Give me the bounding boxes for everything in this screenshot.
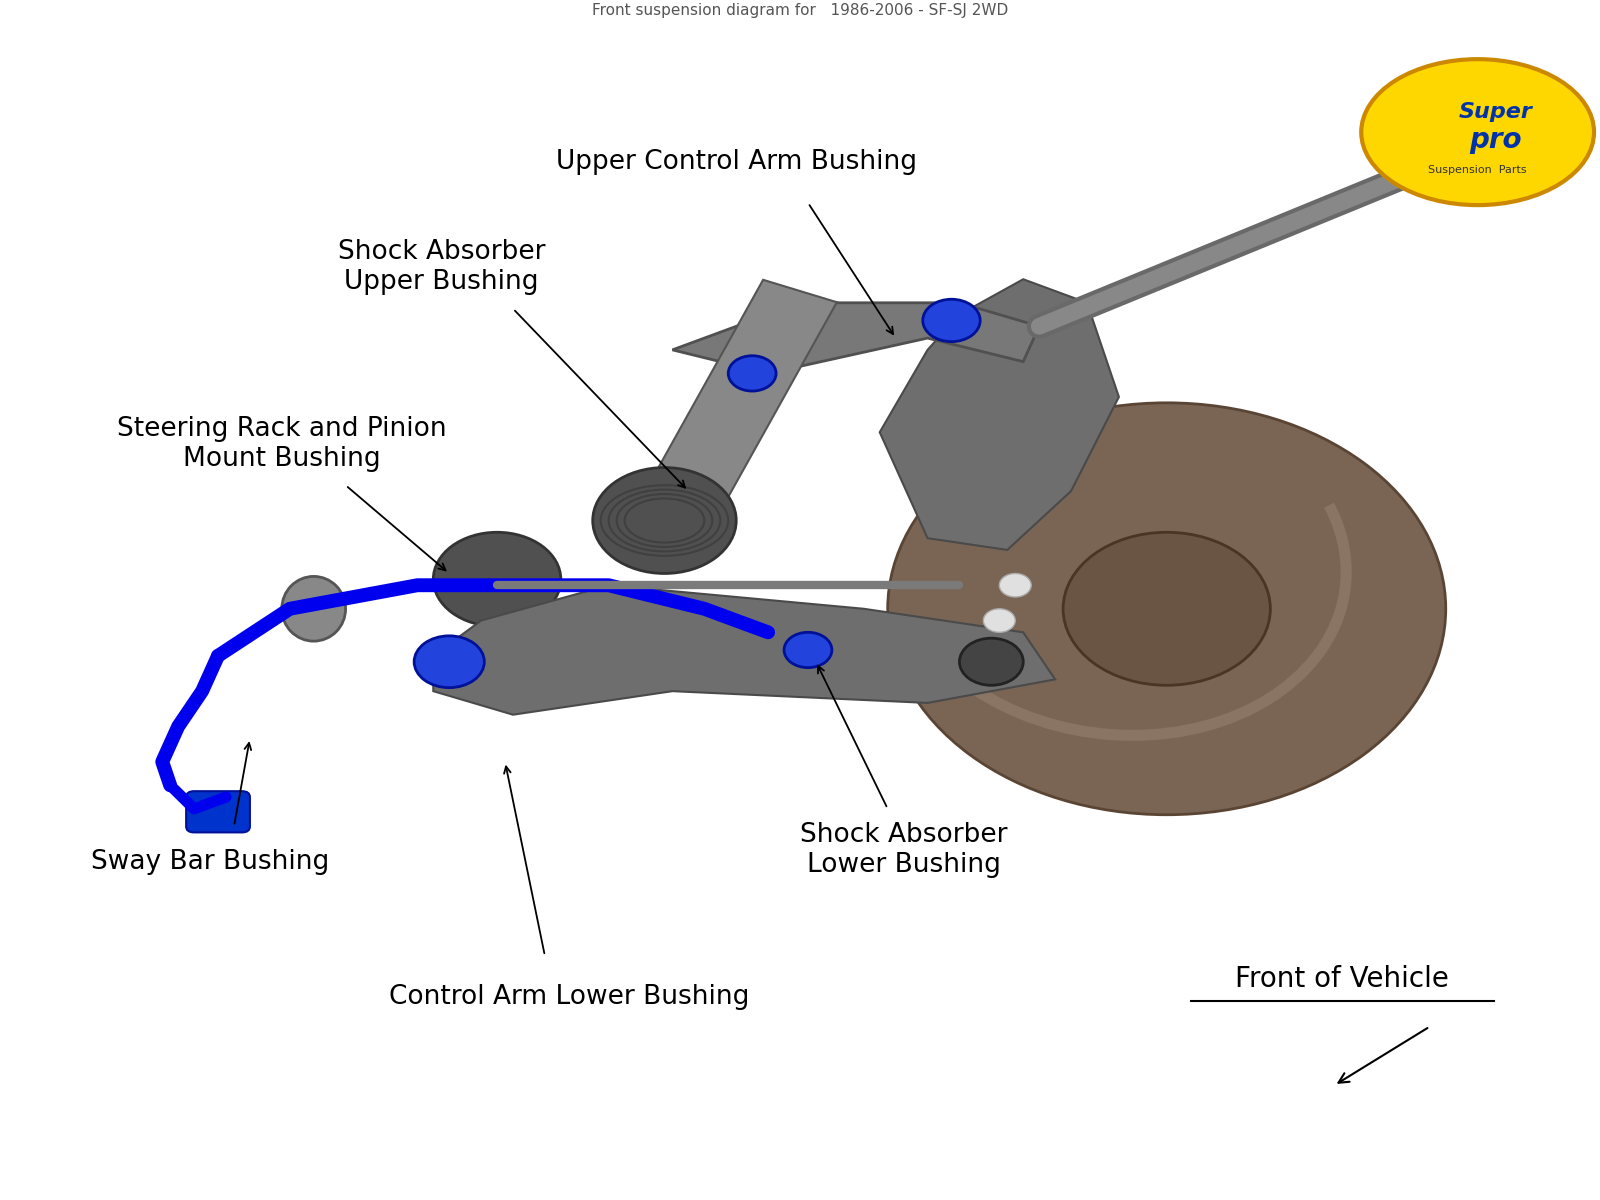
Circle shape xyxy=(434,533,562,626)
Text: Control Arm Lower Bushing: Control Arm Lower Bushing xyxy=(389,984,749,1010)
Text: Steering Rack and Pinion
Mount Bushing: Steering Rack and Pinion Mount Bushing xyxy=(117,416,446,472)
Circle shape xyxy=(414,636,485,688)
Circle shape xyxy=(923,299,981,342)
Ellipse shape xyxy=(1362,59,1594,205)
Circle shape xyxy=(960,638,1024,685)
Polygon shape xyxy=(672,302,1038,373)
Circle shape xyxy=(888,403,1446,815)
Circle shape xyxy=(592,468,736,574)
Polygon shape xyxy=(880,280,1118,550)
Circle shape xyxy=(1000,574,1030,598)
Polygon shape xyxy=(434,586,1054,715)
Text: Super: Super xyxy=(1458,102,1533,122)
Ellipse shape xyxy=(282,576,346,641)
Text: Front of Vehicle: Front of Vehicle xyxy=(1235,966,1450,994)
Text: Sway Bar Bushing: Sway Bar Bushing xyxy=(91,848,330,875)
Text: Shock Absorber
Upper Bushing: Shock Absorber Upper Bushing xyxy=(338,240,546,295)
Circle shape xyxy=(784,632,832,667)
Text: pro: pro xyxy=(1469,126,1522,155)
Circle shape xyxy=(1062,533,1270,685)
Circle shape xyxy=(728,355,776,391)
Title: Front suspension diagram for   1986-2006 - SF-SJ 2WD: Front suspension diagram for 1986-2006 -… xyxy=(592,2,1008,18)
Text: Suspension  Parts: Suspension Parts xyxy=(1429,164,1526,175)
Polygon shape xyxy=(651,280,837,503)
Circle shape xyxy=(984,608,1016,632)
Text: Upper Control Arm Bushing: Upper Control Arm Bushing xyxy=(555,149,917,174)
FancyBboxPatch shape xyxy=(186,791,250,833)
Text: Shock Absorber
Lower Bushing: Shock Absorber Lower Bushing xyxy=(800,822,1008,878)
